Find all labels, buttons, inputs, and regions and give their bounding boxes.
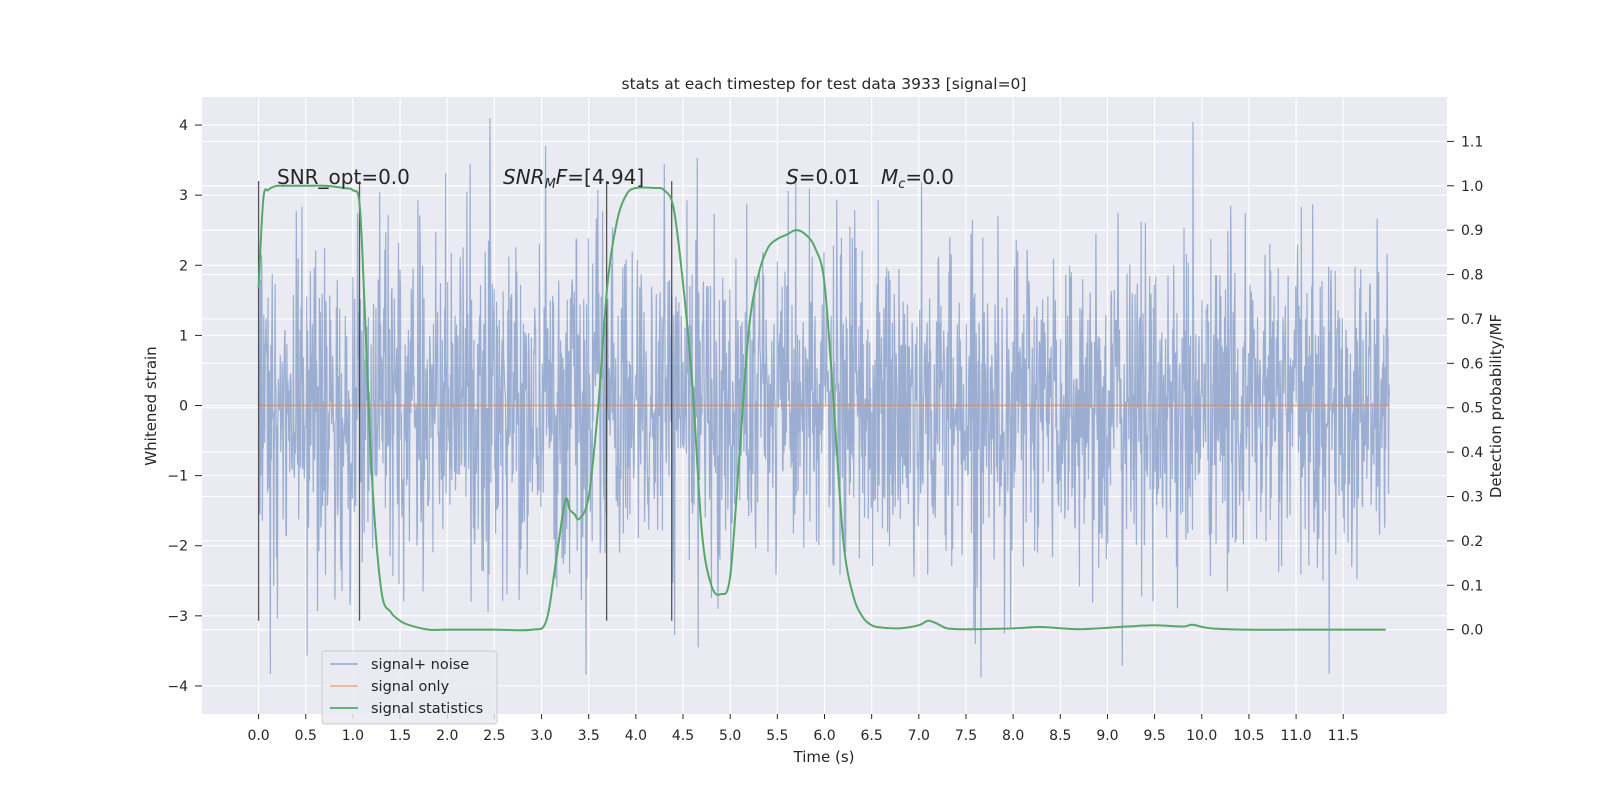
y2-tick-label: 0.1	[1461, 578, 1483, 594]
y2-tick-label: 1.1	[1461, 134, 1483, 150]
x-tick-label: 7.0	[908, 728, 930, 744]
series-signal-noise	[257, 118, 1391, 678]
signal-noise-line	[257, 118, 1391, 678]
y-tick-label: 4	[179, 118, 188, 134]
y2-axis-ticks: 0.0 0.1 0.2 0.3 0.4 0.5 0.6 0.7 0.8 0.9 1.0 1.1	[1447, 134, 1483, 639]
x-tick-label: 0.5	[295, 728, 317, 744]
y2-tick-label: 1.0	[1461, 179, 1483, 195]
x-tick-label: 4.0	[625, 728, 647, 744]
y-axis-ticks: −4 −3 −2 −1 0 1 2 3 4	[167, 118, 202, 695]
annotation-snr-mf-tail: F	[556, 165, 568, 189]
legend: signal+ noise signal only signal statist…	[321, 650, 498, 725]
legend-label-signal-noise: signal+ noise	[371, 657, 469, 673]
x-tick-label: 8.0	[1002, 728, 1024, 744]
x-tick-label: 8.5	[1049, 728, 1071, 744]
legend-frame	[321, 650, 498, 725]
x-tick-label: 4.5	[672, 728, 694, 744]
y2-tick-label: 0.6	[1461, 356, 1483, 372]
y-tick-label: 2	[179, 258, 188, 274]
annotation-snr-mf-value: =[4.94]	[567, 165, 644, 189]
x-tick-label: 3.5	[578, 728, 600, 744]
annotation-mc-value: =0.0	[905, 165, 954, 189]
y-tick-label: 0	[179, 399, 188, 415]
x-tick-label: 2.0	[436, 728, 458, 744]
annotation-mc: Mc=0.0	[881, 165, 954, 192]
chart-title: stats at each timestep for test data 393…	[622, 75, 1027, 93]
annotation-snr-mf-symbol: SNR	[503, 165, 545, 189]
x-axis-ticks: 0.0 0.5 1.0 1.5 2.0 2.5 3.0 3.5 4.0 4.5 5.0 5.5 6.0 6…	[247, 714, 1359, 744]
y-tick-label: −2	[167, 539, 188, 555]
y2-tick-label: 0.7	[1461, 312, 1483, 328]
x-tick-label: 6.5	[861, 728, 883, 744]
signal-statistics-line	[257, 184, 1386, 632]
annotation-s-symbol: S	[786, 165, 799, 189]
y2-tick-label: 0.4	[1461, 445, 1483, 461]
x-tick-label: 3.0	[530, 728, 552, 744]
legend-label-signal-statistics: signal statistics	[371, 701, 483, 717]
x-tick-label: 2.5	[483, 728, 505, 744]
event-markers	[257, 181, 673, 621]
x-tick-label: 10.0	[1186, 728, 1217, 744]
x-tick-label: 9.0	[1096, 728, 1118, 744]
y-tick-label: 3	[179, 188, 188, 204]
annotation-mc-symbol: M	[881, 165, 898, 189]
annotation-snr-opt: SNR_opt=0.0	[277, 165, 410, 189]
y2-tick-label: 0.5	[1461, 401, 1483, 417]
y2-tick-label: 0.3	[1461, 489, 1483, 505]
y-tick-label: 1	[179, 328, 188, 344]
series-signal-statistics	[257, 184, 1386, 632]
x-tick-label: 1.5	[389, 728, 411, 744]
x-tick-label: 6.0	[813, 728, 835, 744]
y2-tick-label: 0.8	[1461, 268, 1483, 284]
annotation-s-value: =0.01	[799, 165, 860, 189]
y-tick-label: −3	[167, 609, 188, 625]
x-tick-label: 10.5	[1233, 728, 1264, 744]
x-axis-label: Time (s)	[793, 748, 855, 766]
y2-axis-label: Detection probability/MF	[1487, 314, 1505, 498]
y-axis-label: Whitened strain	[142, 346, 160, 465]
x-tick-label: 9.5	[1143, 728, 1165, 744]
x-tick-label: 7.5	[955, 728, 977, 744]
annotation-snr-mf: SNRMF=[4.94]	[503, 165, 644, 192]
x-tick-label: 0.0	[247, 728, 269, 744]
legend-label-signal-only: signal only	[371, 679, 450, 695]
x-tick-label: 5.0	[719, 728, 741, 744]
y2-tick-label: 0.0	[1461, 623, 1483, 639]
y-tick-label: −1	[167, 469, 188, 485]
annotation-mc-sub: c	[898, 177, 905, 192]
x-tick-label: 11.0	[1281, 728, 1312, 744]
x-tick-label: 11.5	[1328, 728, 1359, 744]
annotation-s: S=0.01	[786, 165, 860, 189]
y-tick-label: −4	[167, 679, 188, 695]
y2-tick-label: 0.2	[1461, 534, 1483, 550]
x-tick-label: 5.5	[766, 728, 788, 744]
x-tick-label: 1.0	[342, 728, 364, 744]
annotation-snr-mf-sub: M	[545, 177, 556, 192]
y2-tick-label: 0.9	[1461, 223, 1483, 239]
